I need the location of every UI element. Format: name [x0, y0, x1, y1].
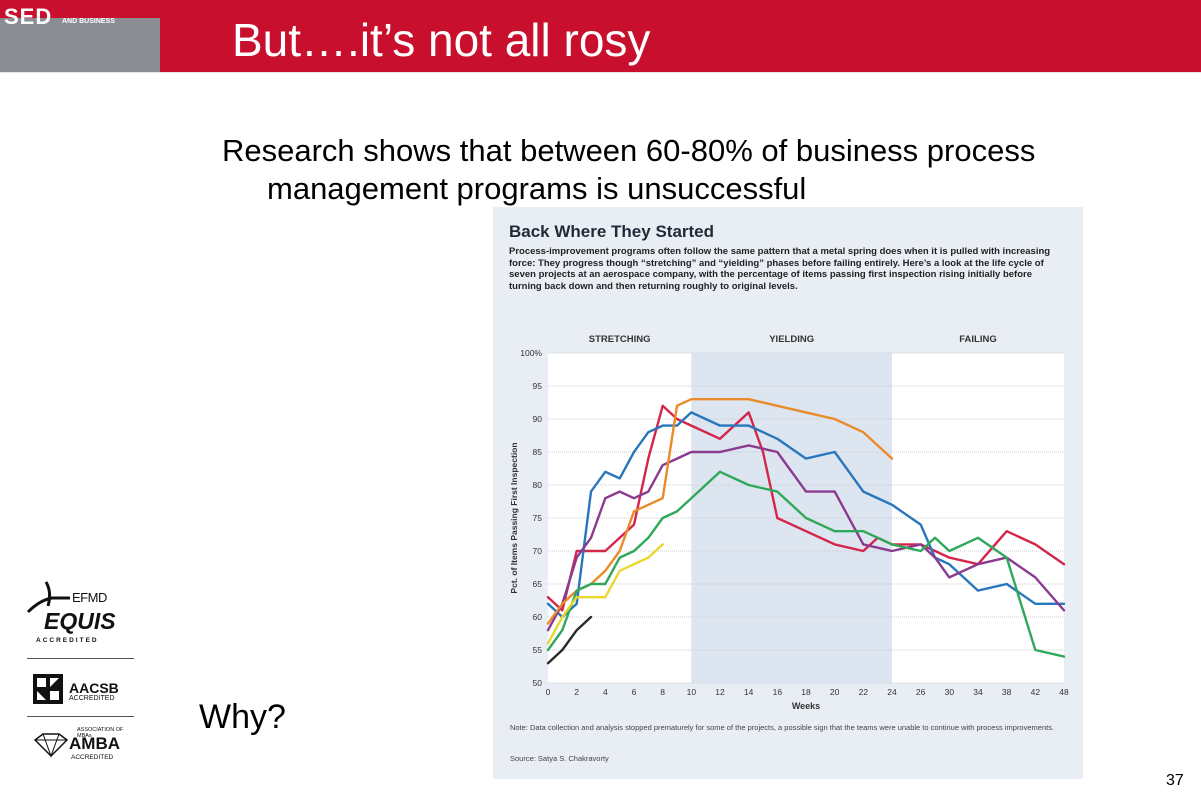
logo-block: SED AND BUSINESS	[0, 4, 160, 72]
y-tick-label: 55	[533, 645, 543, 655]
y-tick-label: 80	[533, 480, 543, 490]
x-tick-label: 20	[830, 687, 840, 697]
equis-accredited: ACCREDITED	[36, 637, 99, 644]
school-logo-text: SED	[4, 4, 53, 29]
x-tick-label: 4	[603, 687, 608, 697]
efmd-brand: EFMD	[72, 590, 107, 605]
x-tick-label: 48	[1059, 687, 1069, 697]
x-tick-label: 26	[916, 687, 926, 697]
page-number: 37	[1166, 772, 1184, 789]
school-logo-subtext: AND BUSINESS	[62, 18, 115, 25]
x-tick-label: 30	[945, 687, 955, 697]
title-divider	[0, 72, 1201, 73]
efmd-equis-logo: EFMD EQUIS ACCREDITED	[22, 576, 134, 656]
x-tick-label: 0	[546, 687, 551, 697]
why-question: Why?	[199, 698, 286, 736]
x-tick-label: 38	[1002, 687, 1012, 697]
body-line-1: Research shows that between 60-80% of bu…	[222, 133, 1036, 168]
amba-diamond-icon	[33, 733, 69, 758]
series-line-3	[546, 444, 1066, 632]
amba-accredited: ACCREDITED	[71, 754, 114, 761]
x-tick-label: 34	[973, 687, 983, 697]
x-axis-label: Weeks	[792, 701, 820, 711]
series-line-5	[546, 470, 1066, 658]
y-tick-label: 65	[533, 579, 543, 589]
x-tick-label: 14	[744, 687, 754, 697]
logo-divider	[27, 716, 134, 717]
x-tick-label: 18	[801, 687, 811, 697]
y-axis-label: Pct. of Items Passing First Inspection	[509, 442, 519, 593]
x-tick-label: 22	[859, 687, 869, 697]
body-text: Research shows that between 60-80% of bu…	[222, 132, 1182, 208]
aacsb-emblem-icon	[33, 674, 63, 704]
x-tick-label: 8	[660, 687, 665, 697]
y-tick-label: 100%	[520, 348, 542, 358]
phase-label-stretching: STRETCHING	[589, 334, 651, 345]
series-line-6	[546, 543, 664, 645]
x-tick-label: 10	[687, 687, 697, 697]
series-line-1	[546, 404, 1066, 612]
equis-swoosh-icon	[26, 581, 70, 614]
chart-subtitle: Process-improvement programs often follo…	[509, 246, 1051, 292]
aacsb-logo: AACSB ACCREDITED	[33, 670, 133, 708]
y-tick-label: 90	[533, 414, 543, 424]
logo-divider	[27, 658, 134, 659]
y-tick-label: 50	[533, 678, 543, 688]
body-line-2: management programs is unsuccessful	[267, 171, 807, 206]
x-tick-label: 16	[773, 687, 783, 697]
x-tick-label: 24	[887, 687, 897, 697]
y-tick-label: 70	[533, 546, 543, 556]
y-tick-label: 75	[533, 513, 543, 523]
slide-title: But….it’s not all rosy	[232, 14, 651, 66]
title-bar	[0, 0, 1201, 72]
chart-source: Source: Satya S. Chakravorty	[510, 754, 609, 763]
series-line-7	[546, 615, 593, 665]
y-tick-label: 95	[533, 381, 543, 391]
amba-association: ASSOCIATION OF MBAs	[77, 727, 124, 739]
chart-note: Note: Data collection and analysis stopp…	[510, 723, 1055, 732]
x-tick-label: 42	[1031, 687, 1041, 697]
phase-label-failing: FAILING	[959, 334, 996, 345]
chart-title: Back Where They Started	[509, 222, 715, 241]
phase-band-yielding	[691, 353, 892, 683]
series-line-2	[546, 411, 1066, 619]
phase-label-yielding: YIELDING	[769, 334, 814, 345]
x-tick-label: 6	[632, 687, 637, 697]
amba-logo: ASSOCIATION OF MBAs AMBA ACCREDITED	[33, 726, 133, 762]
amba-name: AMBA	[69, 734, 120, 753]
y-tick-label: 60	[533, 612, 543, 622]
line-chart: STRETCHING YIELDING FAILING505560657075808…	[509, 334, 1069, 711]
x-tick-label: 2	[574, 687, 579, 697]
equis-name: EQUIS	[44, 608, 116, 634]
y-tick-label: 85	[533, 447, 543, 457]
aacsb-name: AACSB	[69, 680, 119, 696]
x-tick-label: 12	[715, 687, 725, 697]
aacsb-accredited: ACCREDITED	[69, 695, 115, 702]
